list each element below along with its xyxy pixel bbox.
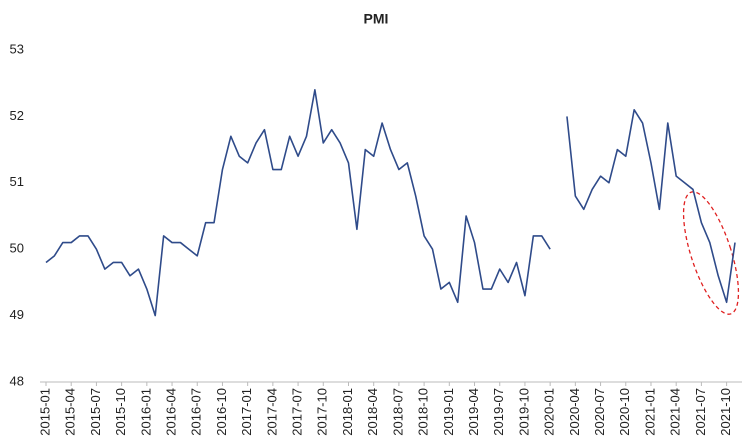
x-tick-label: 2021-07 (693, 388, 708, 436)
x-tick-label: 2016-10 (214, 388, 229, 436)
x-tick-label: 2018-07 (390, 388, 405, 436)
line-series (45, 89, 736, 317)
x-tick-label: 2021-10 (718, 388, 733, 436)
x-tick-label: 2020-10 (617, 388, 632, 436)
x-tick-label: 2017-04 (264, 388, 279, 436)
x-tick-label: 2019-04 (466, 388, 481, 436)
y-tick-label: 52 (10, 108, 24, 123)
y-tick-label: 48 (10, 373, 24, 388)
y-tick-label: 53 (10, 41, 24, 56)
x-tick-label: 2019-01 (441, 388, 456, 436)
highlight-ellipse (682, 191, 740, 315)
y-tick-label: 51 (10, 174, 24, 189)
x-tick-label: 2015-01 (37, 388, 52, 436)
x-tick-label: 2018-10 (416, 388, 431, 436)
x-tick-label: 2015-04 (63, 388, 78, 436)
x-tick-label: 2018-01 (340, 388, 355, 436)
x-tick-label: 2017-10 (315, 388, 330, 436)
x-tick-label: 2020-07 (592, 388, 607, 436)
x-tick-label: 2015-10 (113, 388, 128, 436)
x-tick-label: 2019-07 (491, 388, 506, 436)
x-tick-label: 2021-01 (642, 388, 657, 436)
x-tick-label: 2015-07 (88, 388, 103, 436)
x-tick-label: 2020-01 (542, 388, 557, 436)
y-tick-label: 50 (10, 241, 24, 256)
x-tick-label: 2016-01 (138, 388, 153, 436)
x-tick-label: 2018-04 (365, 388, 380, 436)
y-tick-label: 49 (10, 307, 24, 322)
x-tick-label: 2017-07 (290, 388, 305, 436)
x-tick-label: 2017-01 (239, 388, 254, 436)
x-tick-label: 2021-04 (668, 388, 683, 436)
x-tick-label: 2016-04 (163, 388, 178, 436)
chart-title: PMI (364, 11, 389, 27)
x-tick-label: 2019-10 (516, 388, 531, 436)
x-tick-label: 2016-07 (189, 388, 204, 436)
x-tick-label: 2020-04 (567, 388, 582, 436)
